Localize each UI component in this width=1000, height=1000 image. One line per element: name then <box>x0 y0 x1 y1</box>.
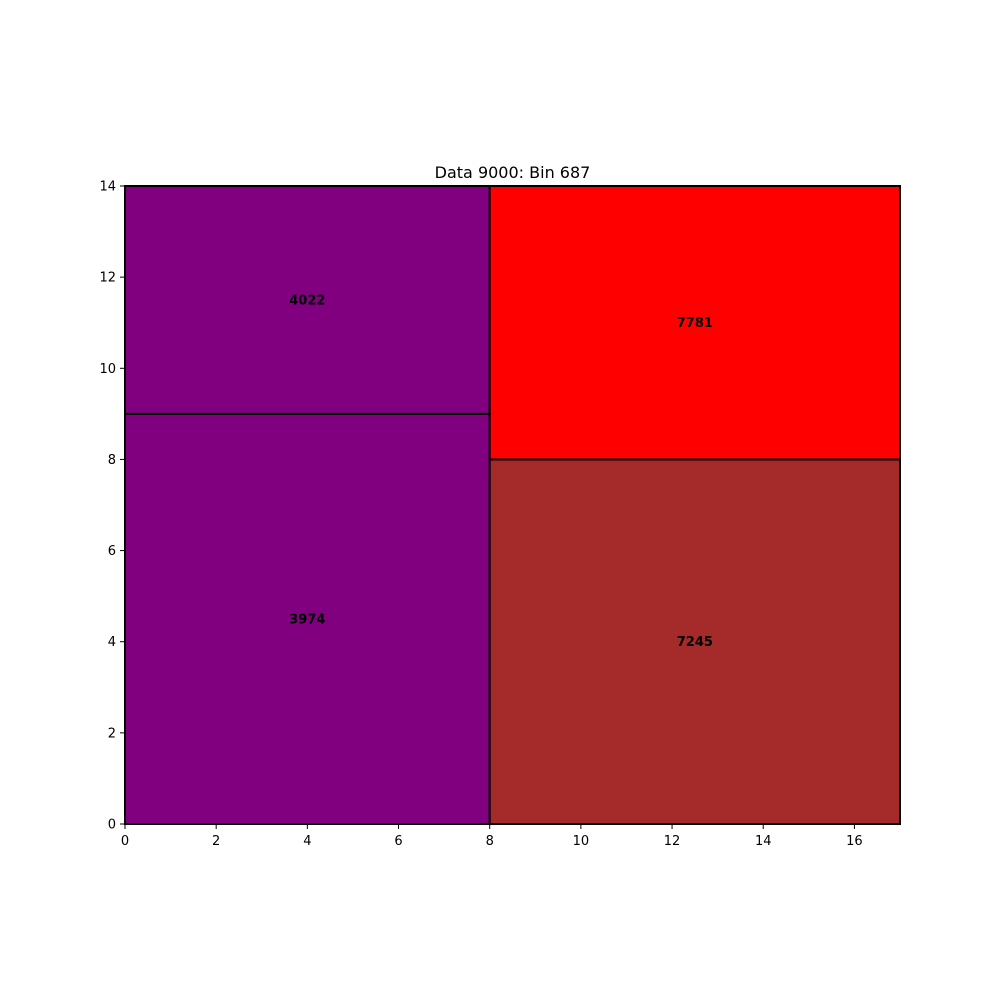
treemap-rect-7781 <box>488 185 901 461</box>
chart-title: Data 9000: Bin 687 <box>435 163 591 182</box>
x-tick-label: 2 <box>212 834 220 849</box>
y-tick-label: 2 <box>108 726 116 741</box>
x-tick-label: 10 <box>573 834 590 849</box>
x-tick-label: 16 <box>846 834 863 849</box>
x-tick-label: 12 <box>664 834 681 849</box>
plot-frame <box>124 185 901 825</box>
x-tick-label: 14 <box>755 834 772 849</box>
y-tick-label: 12 <box>99 271 116 286</box>
treemap-rect-3974 <box>124 412 491 825</box>
y-tick-label: 6 <box>108 544 116 559</box>
y-axis: 0 2 4 6 8 10 12 14 <box>99 180 125 833</box>
rect-labels-layer: 3974 4022 7245 7781 <box>289 293 713 650</box>
x-tick-label: 0 <box>121 834 129 849</box>
y-tick-label: 4 <box>108 635 116 650</box>
y-tick-label: 10 <box>99 362 116 377</box>
x-axis: 0 2 4 6 8 10 12 14 16 <box>121 824 863 849</box>
treemap-rect-label: 4022 <box>289 293 325 308</box>
x-tick-label: 4 <box>303 834 311 849</box>
treemap-rect-label: 7781 <box>677 316 713 331</box>
y-tick-label: 0 <box>108 818 116 833</box>
y-tick-label: 8 <box>108 453 116 468</box>
treemap-rect-label: 7245 <box>677 635 713 650</box>
x-tick-label: 6 <box>394 834 402 849</box>
treemap-rect-4022 <box>124 185 491 415</box>
treemap-rect-label: 3974 <box>289 612 325 627</box>
rectangles-layer <box>124 185 901 825</box>
y-tick-label: 14 <box>99 180 116 195</box>
x-tick-label: 8 <box>486 834 494 849</box>
